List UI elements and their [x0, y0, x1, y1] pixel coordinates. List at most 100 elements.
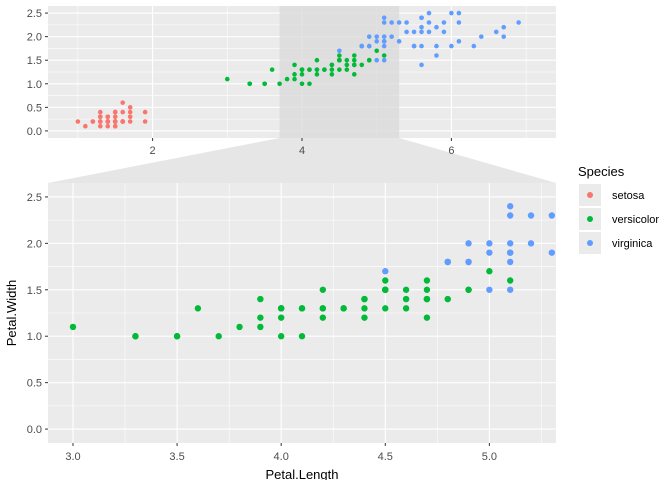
overview-point-virginica: [434, 53, 439, 58]
overview-series-versicolor: [224, 43, 387, 87]
overview-ytick-label: 1.5: [27, 55, 42, 67]
detail-point-virginica: [486, 240, 493, 247]
overview-point-setosa: [97, 114, 103, 120]
detail-point-virginica: [465, 240, 472, 247]
overview-point-setosa: [127, 119, 133, 124]
overview-point-virginica: [516, 20, 521, 25]
detail-point-versicolor: [215, 333, 222, 340]
overview-point-virginica: [381, 43, 387, 49]
overview-point-setosa: [120, 109, 126, 115]
overview-point-versicolor: [351, 62, 357, 68]
detail-point-versicolor: [277, 305, 285, 312]
overview-point-virginica: [449, 10, 454, 16]
overview-point-virginica: [456, 39, 462, 44]
detail-point-virginica: [507, 258, 514, 266]
overview-point-setosa: [75, 119, 81, 124]
overview-point-virginica: [396, 20, 402, 25]
overview-point-setosa: [83, 123, 88, 129]
detail-panel: [48, 183, 556, 443]
overview-point-setosa: [112, 119, 118, 124]
detail-point-versicolor: [423, 314, 431, 321]
overview-point-virginica: [381, 15, 387, 21]
overview-point-versicolor: [314, 72, 320, 77]
overview-point-versicolor: [329, 62, 335, 68]
detail-point-virginica: [548, 249, 556, 256]
overview-point-versicolor: [359, 62, 365, 68]
legend-label-virginica[interactable]: virginica: [612, 238, 653, 250]
legend-key-marker-virginica[interactable]: [587, 240, 593, 246]
overview-point-versicolor: [329, 67, 335, 72]
overview-point-virginica: [471, 43, 477, 49]
overview-point-virginica: [478, 34, 484, 39]
zoom-region-highlight[interactable]: [279, 6, 400, 138]
overview-point-versicolor: [344, 62, 350, 68]
overview-point-setosa: [105, 119, 111, 124]
detail-point-virginica: [507, 249, 514, 256]
overview-point-versicolor: [299, 67, 305, 72]
detail-point-versicolor: [298, 333, 306, 340]
detail-point-versicolor: [382, 277, 389, 284]
legend-key-marker-versicolor[interactable]: [587, 216, 593, 222]
overview-point-setosa: [97, 109, 103, 115]
overview-point-virginica: [374, 57, 380, 63]
overview-point-versicolor: [284, 76, 290, 82]
detail-xtick-label: 3.0: [65, 451, 80, 463]
overview-point-versicolor: [344, 67, 350, 72]
detail-point-versicolor: [319, 286, 327, 293]
legend-key-marker-setosa[interactable]: [587, 192, 593, 198]
detail-point-versicolor: [194, 305, 202, 312]
overview-point-virginica: [359, 43, 365, 49]
overview-point-virginica: [434, 24, 439, 30]
overview-point-virginica: [389, 20, 394, 25]
overview-point-versicolor: [337, 57, 342, 63]
legend-label-setosa[interactable]: setosa: [612, 190, 645, 202]
overview-point-versicolor: [247, 81, 253, 87]
y-axis-title: Petal.Width: [4, 280, 19, 346]
detail-point-versicolor: [361, 295, 368, 303]
overview-point-versicolor: [314, 57, 320, 63]
overview-point-virginica: [419, 15, 424, 21]
overview-point-virginica: [441, 20, 447, 25]
overview-point-versicolor: [224, 76, 230, 82]
detail-point-versicolor: [132, 333, 139, 340]
detail-point-versicolor: [382, 305, 389, 312]
overview-xtick-label: 6: [448, 145, 454, 157]
overview-point-setosa: [105, 123, 111, 129]
detail-ytick-label: 1.0: [27, 331, 42, 343]
overview-point-virginica: [419, 43, 424, 49]
detail-point-virginica: [444, 258, 451, 266]
detail-ytick-label: 2.5: [27, 192, 42, 204]
detail-point-versicolor: [319, 314, 327, 321]
overview-point-setosa: [127, 114, 133, 120]
overview-point-virginica: [411, 29, 417, 35]
overview-point-versicolor: [351, 72, 357, 77]
legend-title: Species: [578, 164, 625, 179]
overview-point-versicolor: [307, 67, 312, 72]
detail-point-versicolor: [69, 323, 77, 331]
detail-ytick-label: 0.0: [27, 424, 42, 436]
overview-point-versicolor: [292, 72, 297, 77]
overview-point-virginica: [419, 29, 424, 35]
overview-point-setosa: [142, 109, 148, 115]
detail-point-versicolor: [277, 314, 285, 321]
detail-point-versicolor: [402, 286, 410, 293]
overview-point-versicolor: [277, 81, 282, 87]
overview-point-virginica: [374, 39, 380, 44]
overview-point-virginica: [381, 34, 387, 39]
overview-point-versicolor: [374, 48, 380, 54]
overview-point-virginica: [381, 20, 387, 25]
overview-xtick-label: 4: [299, 145, 305, 157]
overview-point-versicolor: [337, 53, 342, 58]
detail-point-versicolor: [319, 305, 327, 312]
overview-point-versicolor: [299, 72, 305, 77]
legend-label-versicolor[interactable]: versicolor: [612, 214, 659, 226]
overview-point-virginica: [411, 43, 417, 49]
detail-point-virginica: [527, 212, 535, 219]
detail-xtick-label: 3.5: [169, 451, 184, 463]
detail-xtick-label: 5.0: [482, 451, 497, 463]
overview-point-virginica: [381, 57, 387, 63]
overview-point-versicolor: [344, 57, 350, 63]
detail-point-versicolor: [361, 305, 368, 312]
detail-point-virginica: [527, 240, 535, 247]
